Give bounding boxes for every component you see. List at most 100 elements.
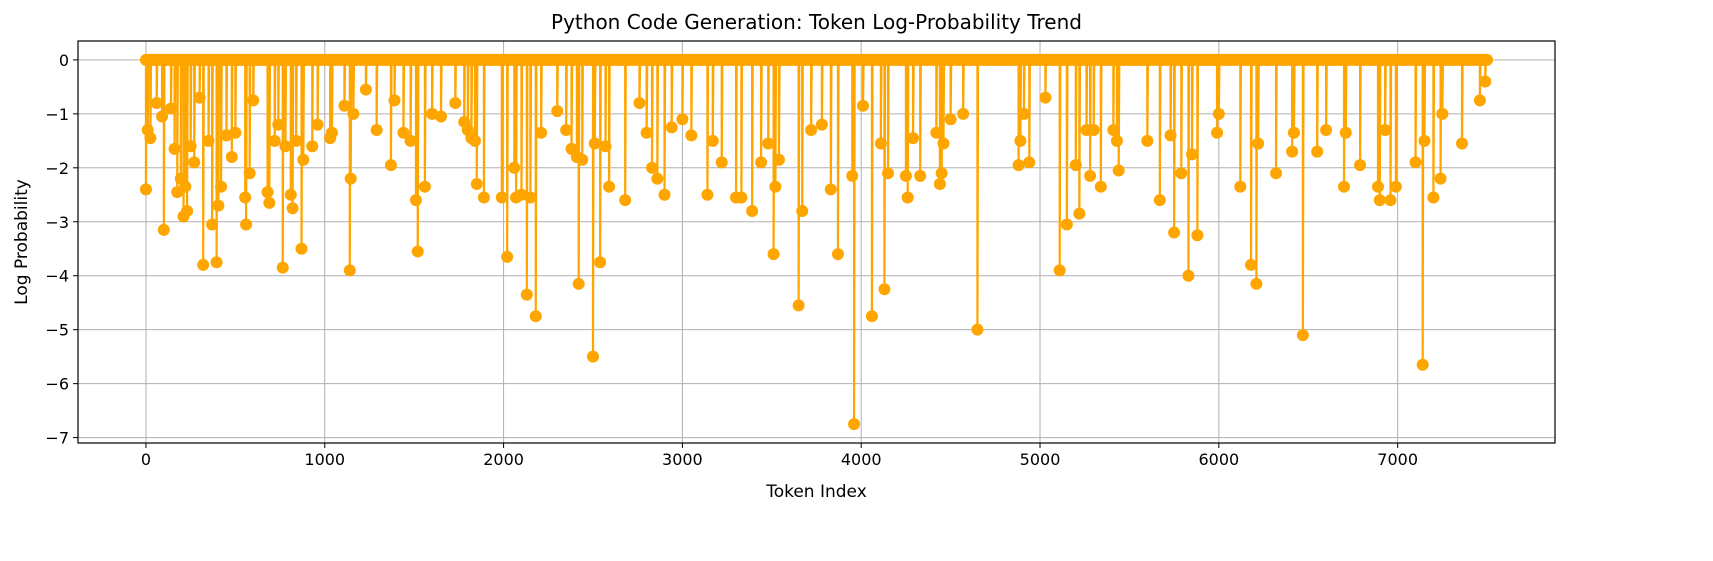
x-tick-label: 2000 — [483, 450, 524, 469]
data-point — [1389, 180, 1402, 193]
data-point — [865, 310, 878, 323]
data-point — [239, 191, 252, 204]
data-point — [685, 129, 698, 142]
data-point — [418, 180, 431, 193]
data-point — [215, 180, 228, 193]
data-point — [477, 191, 490, 204]
data-point — [937, 137, 950, 150]
data-point — [930, 126, 943, 139]
y-tick-label: −6 — [45, 375, 69, 394]
data-point — [599, 140, 612, 153]
grid-layer — [78, 41, 1555, 443]
data-point — [1014, 134, 1027, 147]
data-point — [1270, 167, 1283, 180]
data-point — [645, 161, 658, 174]
data-point — [468, 134, 481, 147]
data-point — [901, 191, 914, 204]
data-point — [878, 283, 891, 296]
data-point — [603, 180, 616, 193]
data-point — [1017, 107, 1030, 120]
x-tick-label: 7000 — [1377, 450, 1418, 469]
data-point — [1320, 124, 1333, 137]
data-point — [1186, 148, 1199, 161]
data-point — [1245, 258, 1258, 271]
data-point — [933, 177, 946, 190]
data-point — [384, 159, 397, 172]
data-point — [676, 113, 689, 126]
data-point — [409, 194, 422, 207]
data-point — [658, 188, 671, 201]
data-point — [338, 99, 351, 112]
data-point — [212, 199, 225, 212]
data-point — [225, 151, 238, 164]
data-point — [344, 172, 357, 185]
data-point — [1286, 145, 1299, 158]
data-point — [1418, 134, 1431, 147]
data-point — [831, 248, 844, 261]
data-point — [792, 299, 805, 312]
data-point — [772, 153, 785, 166]
data-point — [449, 97, 462, 110]
y-tick-label: −5 — [45, 321, 69, 340]
x-tick-label: 1000 — [304, 450, 345, 469]
data-point — [935, 167, 948, 180]
data-point — [306, 140, 319, 153]
data-point — [755, 156, 768, 169]
data-point — [168, 142, 181, 155]
data-point — [508, 161, 521, 174]
data-point — [388, 94, 401, 107]
data-point — [1339, 126, 1352, 139]
data-point — [501, 250, 514, 263]
data-point — [846, 169, 859, 182]
data-point — [1287, 126, 1300, 139]
data-point — [576, 153, 589, 166]
data-point — [184, 140, 197, 153]
data-point — [1053, 264, 1066, 277]
data-point — [150, 97, 163, 110]
data-point — [411, 245, 424, 258]
data-point — [1012, 159, 1025, 172]
data-point — [229, 126, 242, 139]
data-point — [343, 264, 356, 277]
data-point — [1473, 94, 1486, 107]
data-point — [824, 183, 837, 196]
data-point — [1069, 159, 1082, 172]
data-point — [856, 99, 869, 112]
data-point — [261, 186, 274, 199]
data-point — [1354, 159, 1367, 172]
data-point — [139, 183, 152, 196]
data-point — [588, 137, 601, 150]
data-point — [188, 156, 201, 169]
data-point — [359, 83, 372, 96]
data-point — [206, 218, 219, 231]
plot-frame — [77, 40, 1556, 444]
data-point — [735, 191, 748, 204]
data-point — [1436, 107, 1449, 120]
data-point — [1211, 126, 1224, 139]
data-point — [1023, 156, 1036, 169]
data-point — [665, 121, 678, 134]
y-tick-label: −4 — [45, 267, 69, 286]
data-point — [594, 256, 607, 269]
data-point — [706, 134, 719, 147]
series-line — [144, 58, 1488, 426]
data-point — [272, 118, 285, 131]
data-point — [1427, 191, 1440, 204]
data-point — [397, 126, 410, 139]
data-point — [572, 277, 585, 290]
data-point — [762, 137, 775, 150]
data-point — [156, 110, 169, 123]
data-point — [805, 124, 818, 137]
data-point — [1039, 91, 1052, 104]
data-point — [769, 180, 782, 193]
data-point — [1296, 329, 1309, 342]
data-point — [1153, 194, 1166, 207]
data-point — [619, 194, 632, 207]
data-point — [882, 167, 895, 180]
data-point — [914, 169, 927, 182]
data-point — [197, 258, 210, 271]
data-point — [1175, 167, 1188, 180]
data-point — [1212, 107, 1225, 120]
